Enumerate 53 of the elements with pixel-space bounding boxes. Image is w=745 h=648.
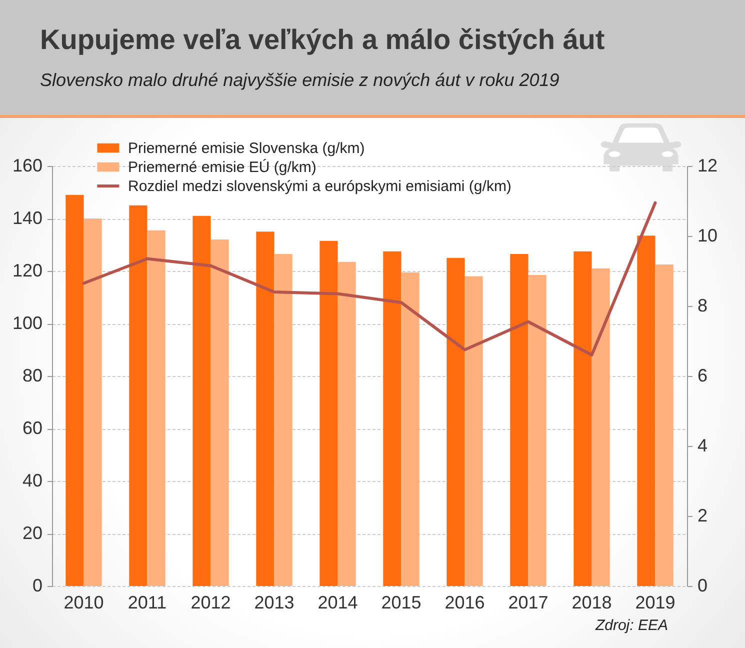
y-tick-label: 40 [22,470,42,490]
y-tick-label: 0 [32,576,42,596]
bar [274,254,292,586]
chart-subtitle: Slovensko malo druhé najvyššie emisie z nových áut v roku 2019 [40,70,560,91]
x-tick-label: 2010 [64,592,104,612]
x-tick-label: 2018 [572,592,612,612]
x-tick-label: 2014 [318,592,358,612]
bar [147,230,166,586]
y2-tick-label: 12 [698,156,718,176]
bar [320,240,338,586]
line-series [82,201,657,356]
x-tick-label: 2015 [381,592,422,612]
bar [528,274,546,586]
chart-title: Kupujeme veľa veľkých a málo čistých áut [40,24,605,56]
x-tick-label: 2016 [444,592,485,612]
x-tick-label: 2017 [508,592,548,612]
y-tick-label: 100 [12,313,42,333]
bar [464,276,483,586]
y-tick-label: 120 [12,260,42,280]
bar [338,262,356,586]
bar [129,205,148,586]
bar [383,251,402,586]
bar [210,240,229,586]
bar [510,254,528,586]
bar [66,194,84,586]
y2-tick-label: 4 [698,436,708,456]
y2-tick-label: 0 [698,576,708,596]
x-tick-label: 2019 [635,592,676,612]
y2-tick-label: 10 [698,226,718,246]
legend-label: Priemerné emisie EÚ (g/km) [128,158,316,176]
y-tick-label: 140 [12,208,42,228]
legend-label: Rozdiel medzi slovenskými a európskymi emisiami (g/km) [128,178,512,195]
bar [446,258,465,586]
x-tick-label: 2011 [128,592,167,612]
legend-label: Priemerné emisie Slovenska (g/km) [128,140,365,157]
x-tick-label: 2012 [190,592,231,612]
bar [574,251,592,586]
y2-tick-label: 2 [698,506,708,526]
bar [655,264,674,586]
y-tick-label: 60 [22,418,42,438]
bar [84,218,102,586]
bar [637,236,656,586]
x-tick-label: 2013 [254,592,294,612]
bar [192,216,211,586]
bar [401,272,420,586]
y-tick-label: 80 [22,366,42,386]
text: Zdroj: EEA [595,617,668,634]
y-tick-label: 160 [12,156,42,176]
y2-tick-label: 6 [698,366,708,386]
y2-tick-label: 8 [698,296,708,316]
y-tick-label: 20 [22,523,42,543]
bar [256,232,274,586]
bar [592,268,610,586]
